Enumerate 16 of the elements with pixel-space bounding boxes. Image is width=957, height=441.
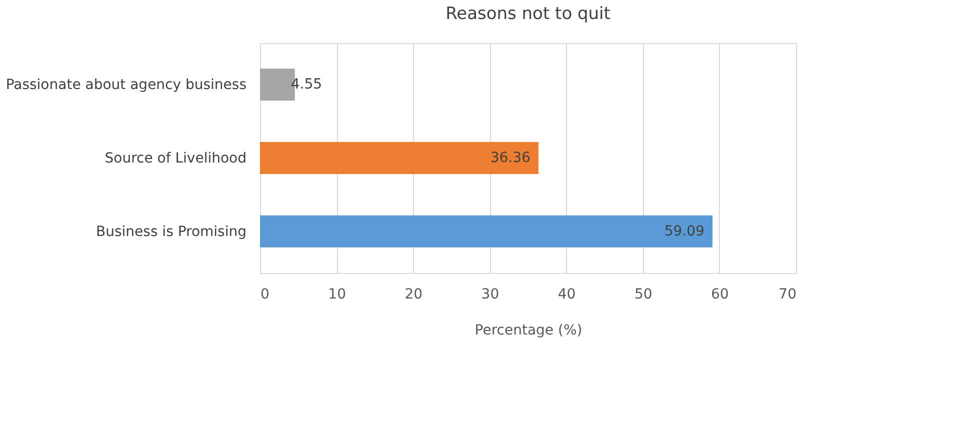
x-tick-label: 20 — [404, 286, 423, 302]
y-tick-label: Business is Promising — [96, 224, 246, 240]
x-tick-label: 60 — [711, 286, 729, 302]
x-tick-label: 10 — [328, 286, 346, 302]
x-tick-label: 70 — [778, 286, 796, 302]
y-tick-label: Source of Livelihood — [104, 150, 246, 166]
data-label: 4.55 — [290, 76, 322, 93]
x-tick-label: 40 — [558, 286, 576, 302]
data-label: 59.09 — [664, 223, 704, 240]
y-tick-label: Passionate about agency business — [6, 77, 246, 94]
chart-title: Reasons not to quit — [446, 4, 611, 24]
x-tick-label: 50 — [634, 286, 652, 302]
data-label: 36.36 — [490, 150, 530, 166]
x-axis-title: Percentage (%) — [474, 322, 582, 338]
x-tick-label: 30 — [481, 286, 500, 302]
x-tick-label: 0 — [260, 286, 270, 302]
